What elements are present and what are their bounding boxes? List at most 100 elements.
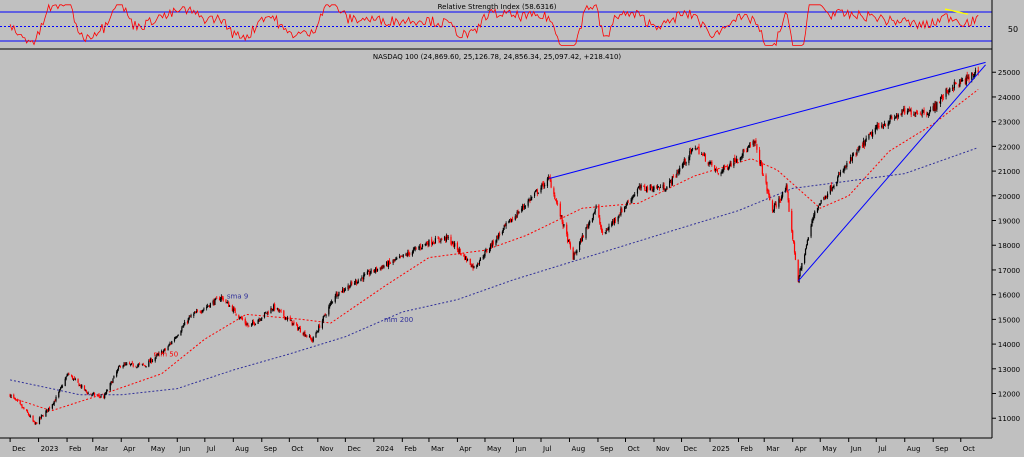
candle-body-2 [13, 394, 15, 398]
candle-body-53 [78, 383, 80, 387]
candle-body-500 [652, 189, 654, 192]
candle-body-352 [463, 255, 465, 256]
candle-body-459 [600, 224, 602, 228]
candle-body-202 [270, 308, 272, 314]
candle-body-62 [90, 393, 92, 395]
candle-body-135 [183, 324, 185, 327]
candle-body-544 [709, 161, 711, 163]
candle-body-271 [357, 280, 359, 284]
candle-body-18 [33, 421, 35, 423]
candle-body-250 [330, 301, 333, 304]
candle-body-242 [321, 320, 323, 328]
candle-body-626 [814, 211, 816, 216]
candle-body-172 [231, 305, 233, 312]
candle-body-27 [45, 410, 47, 417]
x-tick-label-20: Aug [571, 445, 585, 453]
candle-body-222 [296, 323, 298, 325]
candle-body-477 [623, 206, 626, 212]
candle-body-342 [450, 236, 452, 245]
candle-body-747 [971, 73, 973, 80]
candle-body-521 [679, 168, 681, 172]
candle-body-99 [137, 365, 139, 367]
candle-body-119 [162, 350, 165, 354]
candle-body-140 [189, 316, 191, 317]
candle-body-486 [634, 194, 636, 196]
candle-body-266 [351, 282, 353, 284]
candle-body-705 [916, 111, 918, 113]
x-tick-label-29: May [822, 445, 836, 453]
candle-body-118 [161, 351, 164, 354]
candle-body-49 [72, 378, 75, 380]
candle-body-70 [99, 396, 101, 398]
candle-body-383 [502, 227, 504, 232]
candle-body-195 [260, 319, 262, 321]
candle-body-151 [203, 308, 205, 310]
candle-body-298 [393, 259, 395, 261]
candle-body-613 [798, 276, 800, 283]
candle-body-470 [613, 218, 616, 223]
candle-body-414 [542, 182, 544, 184]
candle-body-689 [895, 115, 898, 118]
candle-body-627 [816, 207, 819, 213]
candle-body-387 [508, 220, 510, 223]
candle-body-606 [788, 200, 790, 212]
candle-body-107 [148, 360, 150, 367]
candle-body-90 [125, 363, 127, 365]
candle-body-302 [398, 256, 401, 258]
candle-body-485 [633, 195, 635, 197]
candle-body-225 [298, 328, 301, 329]
candle-body-350 [459, 249, 461, 253]
candle-body-189 [252, 321, 255, 323]
candle-body-124 [169, 343, 171, 345]
candle-body-111 [151, 360, 154, 362]
y-tick-label-6: 17000 [998, 267, 1020, 275]
candle-body-373 [489, 244, 492, 249]
candle-body-695 [903, 108, 905, 112]
candle-body-264 [349, 286, 351, 289]
candle-body-557 [726, 166, 729, 169]
candle-body-547 [714, 165, 716, 170]
series-line-mm-200 [9, 147, 979, 396]
candle-body-653 [849, 157, 852, 162]
candle-body-335 [440, 238, 442, 242]
candle-body-98 [136, 366, 138, 368]
candle-body-348 [457, 250, 459, 252]
candle-body-38 [59, 389, 61, 392]
candle-body-448 [586, 226, 588, 228]
candle-body-603 [785, 185, 787, 191]
candle-body-727 [945, 89, 947, 97]
candle-body-198 [264, 312, 267, 314]
candle-body-355 [466, 256, 468, 261]
x-tick-label-26: Feb [740, 445, 753, 453]
candle-body-533 [695, 148, 697, 150]
candle-body-479 [625, 205, 628, 207]
candle-body-101 [139, 363, 141, 365]
candle-body-423 [554, 194, 556, 200]
candle-body-447 [585, 227, 587, 239]
candle-body-566 [736, 158, 739, 161]
candle-body-132 [180, 331, 182, 336]
candle-body-505 [658, 187, 661, 189]
candle-body-157 [212, 301, 214, 304]
candle-body-516 [672, 176, 674, 177]
candle-body-431 [563, 224, 565, 226]
candle-body-320 [421, 247, 423, 249]
candle-body-244 [323, 314, 325, 317]
x-tick-label-1: 2023 [41, 445, 59, 453]
candle-body-60 [86, 392, 88, 394]
candle-body-462 [604, 232, 606, 233]
candle-body-409 [535, 190, 538, 192]
candle-body-674 [876, 124, 878, 129]
candle-body-607 [791, 210, 793, 232]
candle-body-504 [657, 186, 660, 188]
candle-body-205 [273, 304, 275, 310]
candle-body-687 [894, 117, 896, 119]
candle-body-287 [379, 267, 381, 269]
candle-body-39 [60, 387, 62, 390]
candle-body-450 [588, 223, 590, 228]
candle-body-26 [42, 415, 44, 417]
candle-body-482 [630, 200, 632, 202]
candle-body-163 [219, 298, 222, 301]
candle-body-23 [39, 417, 42, 419]
candle-body-582 [759, 149, 761, 164]
